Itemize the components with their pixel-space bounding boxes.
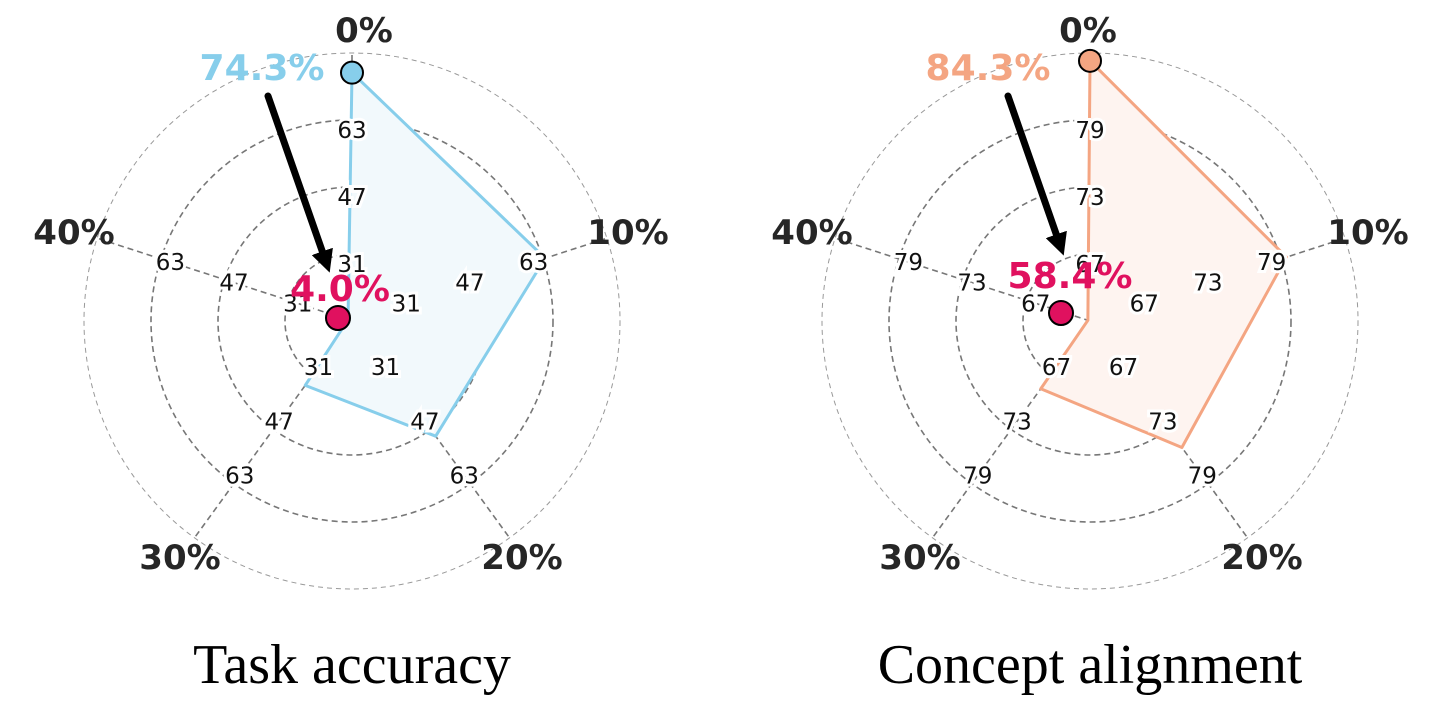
- tick-label: 79: [963, 464, 992, 490]
- axis-label: 40%: [33, 213, 114, 253]
- tick-label: 67: [1130, 291, 1159, 317]
- chart-title: Concept alignment: [878, 634, 1303, 696]
- end-value-label: 58.4%: [1008, 256, 1133, 297]
- task-accuracy-radar: 31 47 63 31 47 63 31 47 63 31 47 63 31 47 63 0% 10% 20% 30…: [33, 11, 668, 696]
- start-value-label: 84.3%: [926, 48, 1051, 89]
- tick-label: 47: [337, 185, 366, 211]
- tick-label: 47: [410, 409, 439, 435]
- end-point-marker: [1048, 300, 1074, 326]
- axis-label: 10%: [1327, 213, 1408, 253]
- tick-label: 63: [225, 464, 254, 490]
- start-point-marker: [340, 60, 364, 85]
- tick-label: 73: [1148, 409, 1177, 435]
- data-series-polygon: [303, 71, 547, 438]
- change-arrow: [264, 92, 333, 273]
- start-point-marker: [1078, 48, 1102, 73]
- axis-label: 10%: [587, 213, 668, 253]
- tick-label: 63: [519, 250, 548, 276]
- tick-label: 31: [304, 355, 333, 381]
- axis-label: 30%: [879, 538, 960, 578]
- tick-label: 31: [392, 291, 421, 317]
- grid-ring: [150, 119, 554, 523]
- tick-label: 79: [1257, 250, 1286, 276]
- tick-label: 47: [219, 271, 248, 297]
- change-arrow: [1004, 92, 1067, 256]
- tick-label: 63: [156, 250, 185, 276]
- axis-label: 0%: [335, 11, 393, 51]
- tick-label: 31: [371, 355, 400, 381]
- tick-label: 73: [1075, 185, 1104, 211]
- tick-label: 73: [957, 271, 986, 297]
- axis-label: 40%: [771, 213, 852, 253]
- tick-label: 47: [455, 271, 484, 297]
- spoke: [834, 237, 1091, 322]
- axis-label: 20%: [1221, 538, 1302, 578]
- tick-label: 67: [1109, 355, 1138, 381]
- tick-label: 67: [1042, 355, 1071, 381]
- tick-label: 79: [1188, 464, 1217, 490]
- end-point-marker: [325, 305, 351, 331]
- start-value-label: 74.3%: [200, 48, 325, 89]
- tick-label: 79: [894, 250, 923, 276]
- tick-label: 67: [1021, 291, 1050, 317]
- tick-label: 63: [337, 118, 366, 144]
- tick-label: 79: [1075, 118, 1104, 144]
- tick-label: 31: [337, 252, 366, 278]
- tick-label: 73: [1002, 409, 1031, 435]
- tick-label: 63: [450, 464, 479, 490]
- chart-title: Task accuracy: [193, 634, 511, 696]
- spoke: [96, 237, 353, 322]
- tick-label: 73: [1193, 271, 1222, 297]
- tick-label: 47: [264, 409, 293, 435]
- axis-label: 30%: [139, 538, 220, 578]
- tick-label: 31: [283, 291, 312, 317]
- tick-label: 67: [1075, 252, 1104, 278]
- outer-ring: [83, 52, 621, 590]
- data-series-polygon: [1039, 59, 1288, 449]
- concept-alignment-radar: 67 73 79 67 73 79 67 73 79 67 73 79 67 73 79 0% 10% 20% 30…: [771, 11, 1408, 696]
- axis-label: 0%: [1059, 11, 1117, 51]
- end-value-label: 4.0%: [290, 269, 390, 310]
- axis-label: 20%: [481, 538, 562, 578]
- grid-ring: [888, 119, 1292, 523]
